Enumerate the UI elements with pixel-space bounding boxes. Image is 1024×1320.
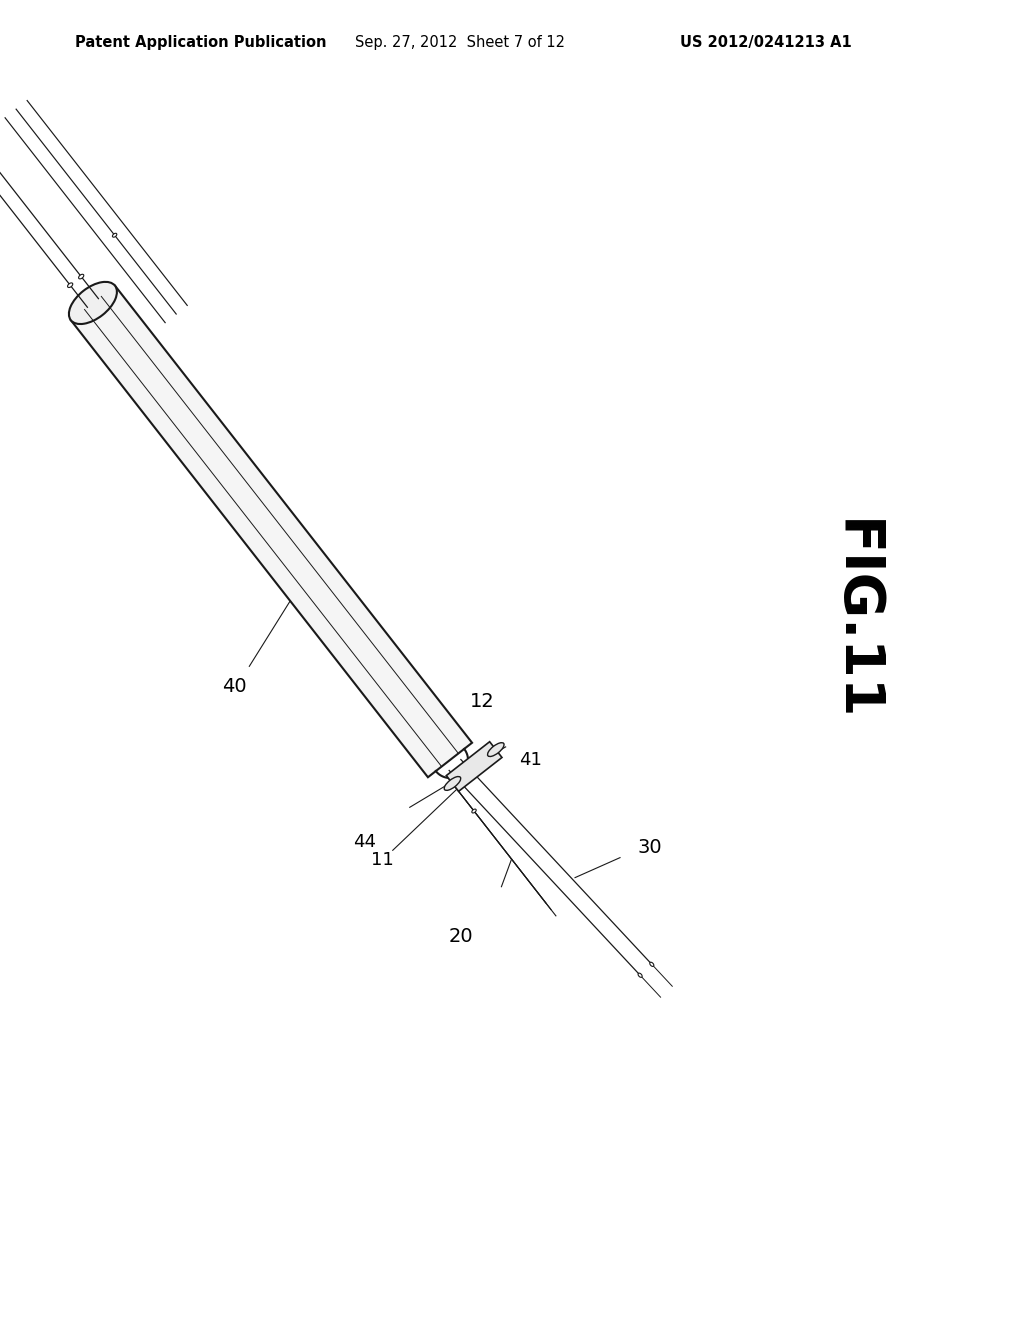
- Text: Sep. 27, 2012  Sheet 7 of 12: Sep. 27, 2012 Sheet 7 of 12: [355, 36, 565, 50]
- Text: US 2012/0241213 A1: US 2012/0241213 A1: [680, 36, 852, 50]
- Ellipse shape: [113, 234, 117, 238]
- Polygon shape: [71, 285, 472, 777]
- Ellipse shape: [638, 973, 642, 977]
- Text: 40: 40: [222, 677, 247, 696]
- Text: 12: 12: [470, 692, 495, 711]
- Ellipse shape: [68, 282, 73, 288]
- Polygon shape: [446, 742, 502, 791]
- Ellipse shape: [487, 743, 504, 756]
- Ellipse shape: [472, 809, 476, 813]
- Text: 41: 41: [519, 751, 542, 768]
- Text: 44: 44: [353, 833, 376, 851]
- Ellipse shape: [69, 282, 117, 323]
- Text: 20: 20: [450, 927, 474, 946]
- Ellipse shape: [444, 776, 461, 791]
- Ellipse shape: [650, 962, 654, 966]
- Text: Patent Application Publication: Patent Application Publication: [75, 36, 327, 50]
- Text: 11: 11: [372, 851, 394, 870]
- Text: FIG.11: FIG.11: [828, 519, 882, 721]
- Text: 30: 30: [638, 838, 663, 857]
- Ellipse shape: [79, 275, 84, 279]
